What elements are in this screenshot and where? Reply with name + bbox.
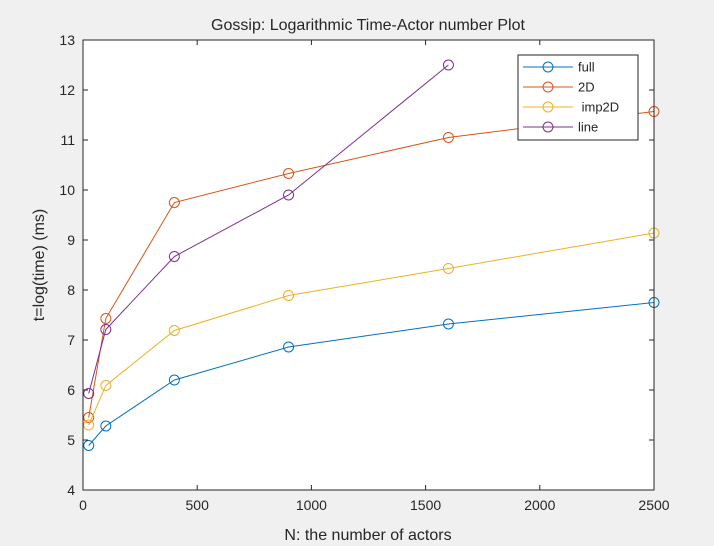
y-axis-title: t=log(time) (ms)	[31, 209, 48, 321]
data-point-2d	[442, 132, 454, 143]
y-tick-label: 9	[67, 232, 75, 248]
y-tick-label: 11	[60, 132, 75, 148]
data-point-imp2d	[442, 263, 454, 274]
data-point-imp2d	[168, 325, 180, 336]
legend: full 2D imp2D line	[517, 54, 639, 141]
legend-marker-full	[542, 61, 554, 73]
ticks-layer: 0 500 1000 1500 2000 2500 4 5 6 7 8 9 10 11 12 13	[59, 32, 669, 513]
data-point-line	[83, 388, 95, 399]
x-tick-label: 1500	[410, 497, 441, 513]
series-line	[83, 59, 454, 399]
data-point-imp2d	[83, 419, 95, 431]
series-2d	[83, 106, 660, 423]
y-tick-label: 4	[67, 482, 75, 498]
x-tick-label: 2000	[524, 497, 555, 513]
legend-label-line: line	[578, 120, 598, 135]
legend-marker-line	[542, 121, 554, 133]
y-tick-label: 5	[67, 432, 75, 448]
data-point-2d	[283, 168, 295, 179]
x-tick-label: 0	[79, 497, 87, 513]
y-tick-label: 7	[67, 332, 75, 348]
plot-frame	[82, 39, 655, 491]
legend-label-imp2d: imp2D	[578, 100, 619, 115]
data-point-line	[100, 324, 112, 335]
chart-title: Gossip: Logarithmic Time-Actor number Pl…	[211, 17, 525, 34]
series-layer	[83, 59, 660, 451]
y-tick-label: 10	[59, 182, 75, 198]
data-point-line	[283, 189, 295, 201]
series-line-imp2d	[88, 232, 655, 426]
x-tick-label: 500	[186, 497, 210, 513]
data-point-full	[283, 341, 295, 353]
legend-marker-imp2d	[542, 101, 554, 113]
legend-label-full: full	[578, 60, 595, 75]
x-tick-label: 2500	[638, 497, 669, 513]
series-line-line	[88, 64, 449, 394]
x-axis-title: N: the number of actors	[284, 527, 451, 544]
legend-box	[517, 54, 639, 141]
data-point-full	[83, 440, 95, 451]
data-point-imp2d	[283, 290, 295, 301]
data-point-imp2d	[100, 380, 112, 391]
data-point-2d	[168, 197, 180, 208]
y-tick-label: 13	[59, 32, 75, 48]
y-tick-label: 6	[67, 382, 75, 398]
x-tick-label: 1000	[296, 497, 327, 513]
data-point-line	[168, 251, 180, 262]
data-point-2d	[100, 313, 112, 324]
data-point-full	[168, 374, 180, 386]
series-line-2d	[88, 111, 655, 418]
data-point-line	[442, 59, 454, 71]
y-tick-label: 8	[67, 282, 75, 298]
series-full	[83, 297, 660, 451]
legend-marker-2d	[542, 81, 554, 93]
data-point-2d	[83, 412, 95, 423]
legend-label-2d: 2D	[578, 80, 595, 95]
data-point-full	[100, 420, 112, 432]
data-point-full	[442, 318, 454, 330]
y-tick-label: 12	[59, 82, 75, 98]
series-line-full	[88, 302, 655, 446]
